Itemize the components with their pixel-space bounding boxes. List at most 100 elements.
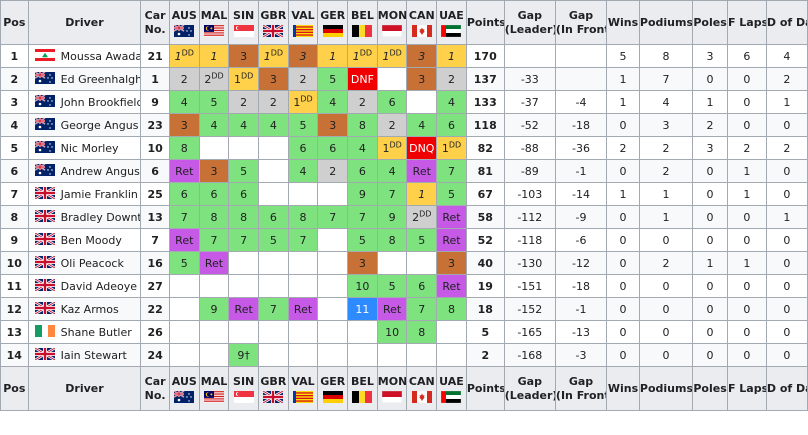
- table-row: 14 Iain Stewart 24 9† 2 -168 -3 0 0 0 0 0: [0, 343, 808, 367]
- flaps-cell: 1: [726, 251, 767, 275]
- result-value: 2: [447, 72, 455, 86]
- result-value: 8: [180, 141, 188, 155]
- race-result-cell: 7: [228, 228, 260, 252]
- result-value: 1: [447, 49, 455, 63]
- race-result-cell: [317, 343, 349, 367]
- canada-flag-icon: [411, 24, 432, 37]
- podiums-cell: 0: [638, 320, 694, 344]
- pos-cell: 7: [0, 182, 29, 206]
- result-superscript: DD: [181, 47, 194, 57]
- race-result-cell: [198, 274, 230, 298]
- result-value: 2: [240, 95, 248, 109]
- flaps-cell: 6: [726, 44, 767, 68]
- race-label: MON: [377, 374, 407, 388]
- dod-header: D of Day: [765, 366, 808, 411]
- result-value: Ret: [204, 256, 224, 270]
- poles-cell: 1: [692, 90, 728, 114]
- race-result-cell: 7: [287, 228, 319, 252]
- uk-flag-icon: [33, 208, 56, 223]
- result-value: 6: [210, 187, 218, 201]
- result-value: 5: [269, 233, 277, 247]
- race-result-cell: Ret: [436, 205, 467, 229]
- race-result-cell: 1DD: [436, 136, 467, 160]
- table-row: 1 Moussa Awada 21 1DD 1 3 1DD 3 1 1DD 1DD 3 1 170 5 8 3 6…: [0, 44, 808, 68]
- podiums-cell: 8: [638, 44, 694, 68]
- car-number-cell: 26: [140, 320, 170, 344]
- race-result-cell: 8: [287, 205, 319, 229]
- poles-cell: 0: [692, 67, 728, 91]
- flaps-cell: 2: [726, 136, 767, 160]
- race-result-cell: 8: [436, 297, 467, 321]
- result-value: 6: [180, 187, 188, 201]
- wins-cell: 0: [606, 320, 640, 344]
- race-result-cell: 3: [228, 44, 260, 68]
- result-superscript: DD: [419, 208, 432, 218]
- result-value: 5: [358, 233, 366, 247]
- belgium-flag-icon: [352, 24, 373, 37]
- result-value: 4: [269, 118, 277, 132]
- race-result-cell: 1DD: [228, 67, 260, 91]
- result-value: 4: [240, 118, 248, 132]
- result-value: 1: [174, 49, 182, 63]
- singapore-flag-icon: [233, 390, 254, 403]
- uk-flag-icon: [33, 277, 56, 292]
- car-number-cell: 7: [140, 228, 170, 252]
- nationality-flag: [33, 185, 56, 202]
- race-label: AUS: [171, 374, 197, 388]
- race-result-cell: [287, 251, 319, 275]
- podiums-cell: 4: [638, 90, 694, 114]
- pos-cell: 6: [0, 159, 29, 183]
- table-row: 9 Ben Moody 7 Ret 7 7 5 7 5 8 5 Ret 52 -118 -6 0 0 0 0 0: [0, 228, 808, 252]
- dod-cell: 0: [765, 251, 808, 275]
- race-result-cell: 1: [406, 182, 438, 206]
- points-cell: 81: [465, 159, 505, 183]
- podiums-cell: 0: [638, 228, 694, 252]
- nationality-flag: [33, 300, 56, 317]
- ireland-flag-icon: [34, 324, 55, 337]
- driver-cell: Shane Butler: [27, 320, 142, 344]
- race-header-sin: SIN: [228, 0, 260, 45]
- gap-leader-cell: -118: [503, 228, 556, 252]
- australia-flag-icon: [174, 390, 195, 403]
- race-label: GER: [320, 8, 346, 22]
- result-value: 4: [329, 95, 337, 109]
- australia-flag-icon: [34, 93, 55, 107]
- points-cell: 52: [465, 228, 505, 252]
- race-result-cell: 6: [198, 182, 230, 206]
- race-result-cell: [168, 274, 200, 298]
- race-label: AUS: [171, 8, 197, 22]
- race-label: UAE: [439, 8, 464, 22]
- race-label: VAL: [291, 374, 315, 388]
- canada-flag-icon: [411, 390, 432, 403]
- pos-cell: 14: [0, 343, 29, 367]
- race-label: MAL: [200, 374, 228, 388]
- race-result-cell: 3: [347, 251, 378, 275]
- points-cell: 18: [465, 297, 505, 321]
- result-value: Ret: [234, 302, 253, 316]
- race-header-uae: UAE: [436, 0, 467, 45]
- race-header-can: CAN: [406, 366, 438, 411]
- nationality-flag: [34, 116, 55, 133]
- race-result-cell: [317, 251, 349, 275]
- race-result-cell: [317, 297, 349, 321]
- gap-leader-cell: -37: [503, 90, 556, 114]
- result-value: Ret: [412, 164, 431, 178]
- result-value: 2: [358, 95, 366, 109]
- dod-cell: 0: [765, 113, 808, 137]
- poles-cell: 0: [692, 205, 728, 229]
- race-result-cell: 2: [436, 67, 467, 91]
- flaps-cell: 1: [726, 159, 767, 183]
- race-header-mon: MON: [376, 366, 408, 411]
- race-result-cell: 4: [406, 113, 438, 137]
- podiums-cell: 0: [638, 297, 694, 321]
- race-result-cell: [406, 251, 438, 275]
- car-number-cell: 10: [140, 136, 170, 160]
- uk-flag-icon: [33, 185, 56, 200]
- result-value: 8: [358, 118, 366, 132]
- points-cell: 2: [465, 343, 505, 367]
- race-result-cell: [258, 136, 289, 160]
- driver-name: Ben Moody: [60, 233, 122, 247]
- driver-header: Driver: [27, 0, 142, 45]
- wins-cell: 0: [606, 205, 640, 229]
- result-value: 5: [329, 72, 337, 86]
